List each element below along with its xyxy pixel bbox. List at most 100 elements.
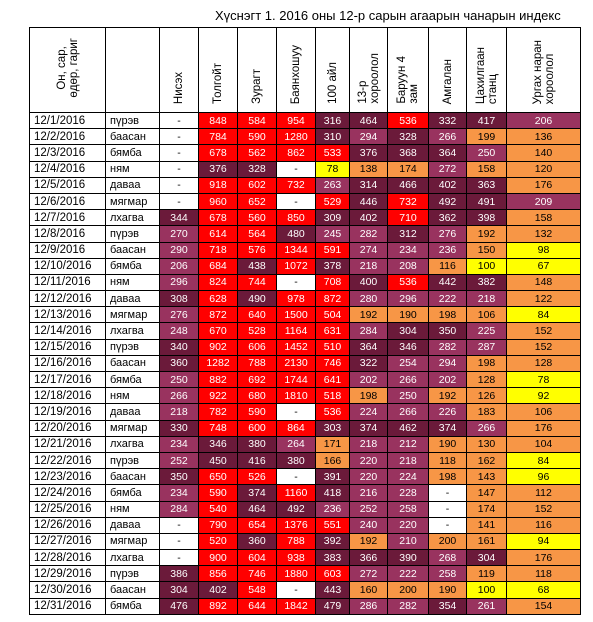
aqi-value-cell: 584 xyxy=(237,111,277,130)
aqi-value-cell: 250 xyxy=(159,370,199,389)
aqi-value-cell: 416 xyxy=(237,451,277,470)
aqi-value-cell: 603 xyxy=(315,565,350,583)
date-cell: 12/22/2016 xyxy=(29,451,106,470)
aqi-value-cell: 130 xyxy=(466,435,507,453)
date-cell: 12/31/2016 xyxy=(29,597,106,615)
aqi-value-cell: 222 xyxy=(387,565,429,583)
aqi-value-cell: 220 xyxy=(387,516,429,534)
weekday-cell: бямба xyxy=(105,144,160,162)
aqi-value-cell: 176 xyxy=(506,419,581,437)
aqi-value-cell: 746 xyxy=(315,354,350,373)
aqi-value-cell: 112 xyxy=(506,484,581,502)
aqi-value-cell: 266 xyxy=(387,370,429,389)
aqi-value-cell: - xyxy=(276,581,316,599)
aqi-value-cell: 400 xyxy=(349,273,388,292)
aqi-value-cell: 850 xyxy=(276,209,316,227)
aqi-value-cell: 466 xyxy=(387,176,429,194)
aqi-value-cell: 100 xyxy=(466,581,507,599)
date-cell: 12/21/2016 xyxy=(29,435,106,453)
aqi-value-cell: 382 xyxy=(466,273,507,292)
aqi-value-cell: 96 xyxy=(506,468,581,486)
aqi-value-cell: 176 xyxy=(506,549,581,567)
aqi-value-cell: 1280 xyxy=(276,128,316,146)
weekday-cell: ням xyxy=(105,273,160,292)
aqi-value-cell: 171 xyxy=(315,435,350,453)
aqi-value-cell: 360 xyxy=(237,532,277,551)
aqi-value-cell: 788 xyxy=(237,354,277,373)
weekday-cell: мягмар xyxy=(105,192,160,211)
aqi-value-cell: 198 xyxy=(466,354,507,373)
aqi-value-cell: 158 xyxy=(466,160,507,178)
aqi-value-cell: 272 xyxy=(428,160,467,178)
aqi-value-cell: 462 xyxy=(387,419,429,437)
aqi-value-cell: 490 xyxy=(237,290,277,308)
table-row: 12/29/2016 пүрэв 386 856 746 1880 603 272 222 258… xyxy=(29,565,581,583)
weekday-cell: пүрэв xyxy=(105,225,160,243)
aqi-value-cell: 296 xyxy=(387,290,429,308)
aqi-value-cell: 190 xyxy=(428,435,467,453)
aqi-value-cell: 254 xyxy=(387,354,429,373)
aqi-value-cell: 788 xyxy=(276,532,316,551)
aqi-value-cell: - xyxy=(276,403,316,421)
table-row: 12/18/2016 ням 266 922 680 1810 518 198 250 192 12… xyxy=(29,387,581,405)
aqi-value-cell: 220 xyxy=(349,468,388,486)
aqi-value-cell: - xyxy=(159,549,199,567)
aqi-value-cell: 104 xyxy=(506,435,581,453)
aqi-value-cell: 678 xyxy=(198,209,238,227)
weekday-cell: лхагва xyxy=(105,435,160,453)
aqi-value-cell: 746 xyxy=(237,565,277,583)
aqi-value-cell: 119 xyxy=(466,565,507,583)
date-cell: 12/12/2016 xyxy=(29,290,106,308)
date-cell: 12/26/2016 xyxy=(29,516,106,534)
aqi-value-cell: 684 xyxy=(198,257,238,275)
aqi-value-cell: - xyxy=(159,516,199,534)
aqi-value-cell: 280 xyxy=(349,290,388,308)
weekday-cell: баасан xyxy=(105,354,160,373)
aqi-value-cell: 162 xyxy=(466,451,507,470)
aqi-value-cell: 98 xyxy=(506,241,581,259)
aqi-value-cell: 92 xyxy=(506,387,581,405)
aqi-value-cell: 284 xyxy=(349,322,388,340)
table-row: 12/30/2016 баасан 304 402 548-443 160 200 190 10… xyxy=(29,581,581,599)
aqi-value-cell: 141 xyxy=(466,516,507,534)
aqi-value-cell: 380 xyxy=(237,435,277,453)
aqi-value-cell: 198 xyxy=(428,468,467,486)
weekday-cell: баасан xyxy=(105,128,160,146)
aqi-value-cell: 252 xyxy=(349,500,388,518)
aqi-value-cell: 520 xyxy=(198,532,238,551)
aqi-value-cell: 374 xyxy=(349,419,388,437)
weekday-cell: ням xyxy=(105,500,160,518)
aqi-value-cell: 218 xyxy=(349,435,388,453)
aqi-value-cell: 225 xyxy=(466,322,507,340)
aqi-value-cell: 200 xyxy=(428,532,467,551)
aqi-value-cell: 654 xyxy=(237,516,277,534)
aqi-value-cell: 218 xyxy=(466,290,507,308)
aqi-value-cell: 140 xyxy=(506,144,581,162)
aqi-value-cell: 374 xyxy=(237,484,277,502)
aqi-value-cell: 240 xyxy=(349,516,388,534)
aqi-value-cell: 126 xyxy=(466,387,507,405)
date-cell: 12/19/2016 xyxy=(29,403,106,421)
weekday-cell: лхагва xyxy=(105,549,160,567)
aqi-value-cell: 152 xyxy=(506,500,581,518)
aqi-value-cell: 641 xyxy=(315,370,350,389)
aqi-value-cell: 576 xyxy=(237,241,277,259)
weekday-cell: баасан xyxy=(105,581,160,599)
aqi-value-cell: 402 xyxy=(198,581,238,599)
aqi-value-cell: 228 xyxy=(387,484,429,502)
aqi-value-cell: 264 xyxy=(276,435,316,453)
aqi-value-cell: 732 xyxy=(276,176,316,194)
aqi-value-cell: 504 xyxy=(315,306,350,324)
aqi-value-cell: 208 xyxy=(387,257,429,275)
date-cell: 12/29/2016 xyxy=(29,565,106,583)
aqi-value-cell: - xyxy=(159,532,199,551)
aqi-value-cell: 152 xyxy=(506,322,581,340)
aqi-value-cell: 261 xyxy=(466,597,507,615)
date-cell: 12/17/2016 xyxy=(29,370,106,389)
weekday-cell: лхагва xyxy=(105,209,160,227)
aqi-value-cell: 366 xyxy=(349,549,388,567)
header-station: Цахилгаан станц xyxy=(466,27,507,113)
table-row: 12/10/2016 бямба 206 684 438 1072 378 218 208 116… xyxy=(29,257,581,275)
aqi-value-cell: 250 xyxy=(387,387,429,405)
aqi-table: Он, сар, өдөр, гариг Нисэх Толгойт Зураг… xyxy=(29,27,581,615)
